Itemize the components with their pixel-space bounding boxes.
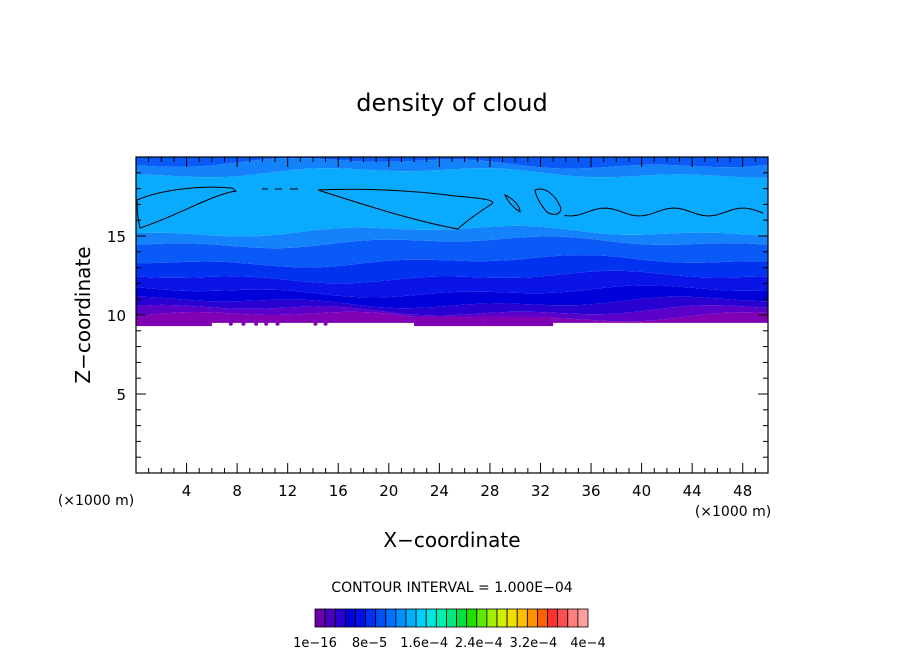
colorbar-swatch: [334, 608, 346, 628]
colorbar-swatch: [324, 608, 336, 628]
colorbar-swatch: [385, 608, 397, 628]
y-axis-title: Z−coordinate: [71, 246, 95, 383]
colorbar-swatch: [567, 608, 579, 628]
x-tick-label: 40: [632, 482, 651, 500]
cloud-band-5: [136, 255, 768, 284]
colorbar-labels: 1e−16 8e−5 1.6e−4 2.4e−4 3.2e−4 4e−4: [293, 636, 606, 651]
x-tick-label: 16: [329, 482, 348, 500]
x-tick-label: 4: [182, 482, 192, 500]
y-tick-label: 10: [107, 307, 126, 325]
chart-title: density of cloud: [356, 89, 547, 117]
colorbar-label: 3.2e−4: [509, 636, 557, 651]
cloud-band-0: [136, 311, 768, 323]
colorbar-swatch: [486, 608, 498, 628]
cloud-base-dot-1: [241, 321, 246, 326]
cloud-base-layer: [136, 316, 554, 327]
cloud-density-fill: [136, 157, 768, 323]
contour-line-4: [564, 207, 764, 217]
colorbar-swatch: [395, 608, 407, 628]
y-tick-label: 15: [107, 228, 126, 246]
colorbar-swatch: [557, 608, 569, 628]
colorbar-swatch: [547, 608, 559, 628]
cloud-band-6: [136, 236, 768, 268]
colorbar-swatch: [456, 608, 468, 628]
colorbar-label: 2.4e−4: [455, 636, 503, 651]
cloud-band-4: [136, 270, 768, 298]
x-tick-label: 20: [379, 482, 398, 500]
colorbar-swatch: [435, 608, 447, 628]
x-tick-label: 12: [278, 482, 297, 500]
colorbar-swatch: [314, 608, 326, 628]
cloud-base-blob-2: [136, 316, 212, 327]
x-tick-label: 8: [232, 482, 242, 500]
cloud-base-dot-0: [228, 321, 233, 326]
colorbar-swatch: [496, 608, 508, 628]
contour-line-2: [504, 194, 521, 213]
cloud-band-7: [136, 225, 768, 249]
colorbar-swatch: [344, 608, 356, 628]
colorbar-swatch: [476, 608, 488, 628]
cloud-band-9: [136, 158, 768, 178]
colorbar-swatch: [506, 608, 518, 628]
x-tick-label: 44: [683, 482, 702, 500]
cloud-band-10: [136, 157, 768, 169]
contour-line-1: [317, 188, 493, 230]
y-axis: 5 10 15: [107, 156, 768, 474]
x-axis: 4 8 12 16 20 24 28 32 36 40 44 48: [135, 157, 769, 500]
x-unit-label-left: (×1000 m): [58, 493, 134, 509]
x-tick-label: 24: [430, 482, 449, 500]
y-tick-label: 5: [116, 386, 126, 404]
x-tick-label: 28: [480, 482, 499, 500]
colorbar-swatch: [375, 608, 387, 628]
contour-lines: [136, 186, 764, 230]
x-tick-label: 32: [531, 482, 550, 500]
colorbar: [314, 608, 589, 628]
cloud-base-dot-4: [275, 321, 280, 326]
cloud-band-1: [136, 304, 768, 322]
contour-line-0: [136, 186, 238, 229]
x-tick-label: 36: [581, 482, 600, 500]
colorbar-swatch: [355, 608, 366, 628]
colorbar-swatch: [405, 608, 417, 628]
colorbar-swatch: [415, 608, 427, 628]
cloud-base-blob-1: [483, 316, 554, 327]
colorbar-swatch: [446, 608, 457, 628]
colorbar-label: 1e−16: [293, 636, 337, 651]
colorbar-label: 8e−5: [352, 636, 387, 651]
x-axis-title: X−coordinate: [383, 528, 520, 552]
colorbar-swatch: [425, 608, 437, 628]
cloud-base-dot-2: [254, 321, 259, 326]
colorbar-swatch: [365, 608, 377, 628]
cloud-band-2: [136, 296, 768, 316]
colorbar-swatch: [577, 608, 589, 628]
cloud-base-blob-0: [414, 316, 484, 327]
cloud-base-dot-5: [313, 321, 318, 326]
colorbar-label: 1.6e−4: [400, 636, 448, 651]
colorbar-swatch: [466, 608, 478, 628]
x-tick-label: 48: [733, 482, 752, 500]
contour-line-3: [534, 188, 562, 215]
cloud-base-dot-6: [323, 321, 328, 326]
x-unit-label-right: (×1000 m): [695, 504, 771, 520]
contour-interval-text: CONTOUR INTERVAL = 1.000E−04: [331, 580, 572, 596]
cloud-band-8: [136, 168, 768, 237]
cloud-band-3: [136, 285, 768, 309]
colorbar-swatch: [537, 608, 548, 628]
colorbar-swatch: [526, 608, 538, 628]
colorbar-label: 4e−4: [570, 636, 605, 651]
colorbar-swatch: [516, 608, 528, 628]
cloud-base-dot-3: [264, 321, 269, 326]
